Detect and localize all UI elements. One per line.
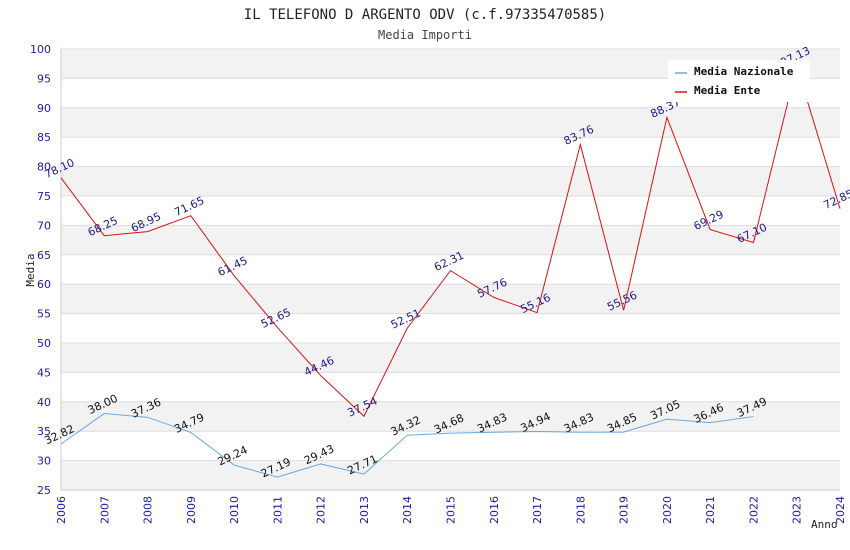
legend: Media Nazionale Media Ente: [668, 60, 810, 102]
x-tick-label: 2022: [747, 496, 760, 524]
x-tick-label: 2015: [445, 496, 458, 524]
x-tick-label: 2017: [531, 496, 544, 524]
y-tick-label: 95: [37, 72, 51, 85]
x-tick-label: 2014: [401, 496, 414, 524]
x-tick-label: 2010: [228, 496, 241, 524]
x-tick-label: 2024: [834, 496, 847, 524]
legend-label-nazionale: Media Nazionale: [694, 65, 794, 78]
x-tick-label: 2016: [488, 496, 501, 524]
y-tick-label: 30: [37, 455, 51, 468]
x-tick-label: 2023: [791, 496, 804, 524]
x-tick-label: 2009: [185, 496, 198, 524]
x-axis-label: Anno: [811, 518, 838, 531]
x-tick-label: 2013: [358, 496, 371, 524]
series-line: [60, 413, 754, 478]
y-tick-label: 55: [37, 308, 51, 321]
grid-band: [61, 107, 840, 138]
y-tick-label: 35: [37, 425, 51, 438]
grid-band: [61, 343, 840, 373]
y-tick-label: 70: [37, 219, 51, 232]
y-tick-label: 50: [37, 337, 51, 350]
y-tick-label: 25: [37, 484, 51, 497]
legend-box: [668, 60, 810, 102]
grid-band: [61, 401, 840, 432]
grid-band: [61, 166, 840, 196]
x-tick-label: 2011: [271, 496, 284, 524]
grid-band: [61, 284, 840, 314]
y-axis-ticks: 25 30 35 40 45 50 55 60 65 70 75 80 85 90 95 100: [30, 43, 51, 497]
y-tick-label: 100: [30, 43, 51, 56]
chart-subtitle: Media Importi: [378, 28, 472, 42]
y-tick-label: 80: [37, 161, 51, 174]
y-tick-label: 90: [37, 102, 51, 115]
y-axis-label: Media: [24, 253, 37, 286]
data-label: 71.65: [172, 194, 206, 219]
x-tick-label: 2006: [55, 496, 68, 524]
grid-band: [61, 460, 840, 490]
chart-title: IL TELEFONO D ARGENTO ODV (c.f.973354705…: [244, 7, 606, 23]
y-tick-label: 85: [37, 131, 51, 144]
x-tick-label: 2019: [618, 496, 631, 524]
grid-bands: [61, 49, 840, 490]
x-tick-label: 2008: [142, 496, 155, 524]
legend-label-ente: Media Ente: [694, 84, 761, 97]
y-tick-label: 45: [37, 366, 51, 379]
x-tick-label: 2012: [315, 496, 328, 524]
x-tick-label: 2021: [704, 496, 717, 524]
y-tick-label: 60: [37, 278, 51, 291]
x-tick-label: 2020: [661, 496, 674, 524]
series-line: [60, 63, 841, 418]
x-axis-ticks: 2006 2007 2008 2009 2010 2011 2012 2013 2014 2015…: [55, 496, 847, 524]
y-tick-label: 65: [37, 249, 51, 262]
x-tick-label: 2007: [98, 496, 111, 524]
x-tick-label: 2018: [574, 496, 587, 524]
grid-band: [61, 225, 840, 255]
y-tick-label: 75: [37, 190, 51, 203]
y-tick-label: 40: [37, 396, 51, 409]
